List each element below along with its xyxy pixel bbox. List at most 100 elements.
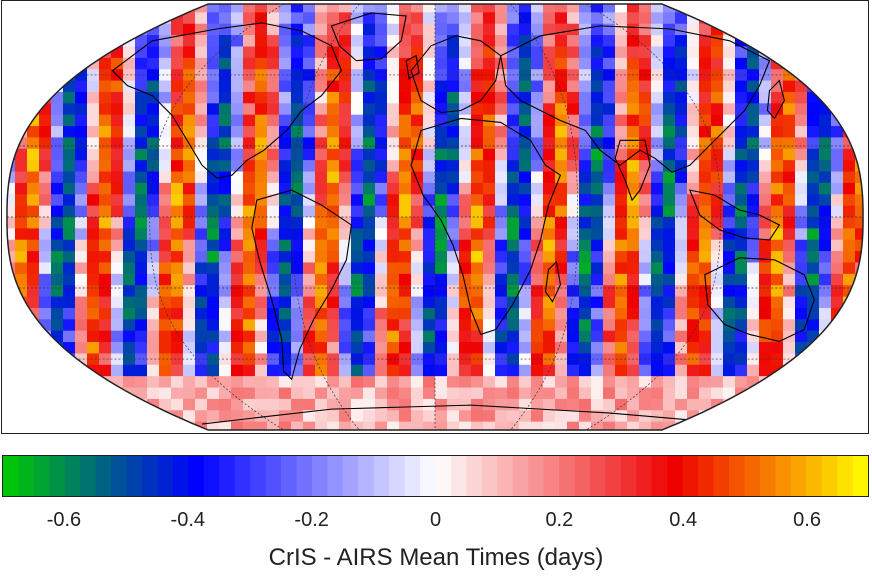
data-cell <box>327 160 340 173</box>
data-cell <box>830 137 844 150</box>
data-cell <box>398 364 412 377</box>
data-cell <box>6 251 16 263</box>
colorbar-bin <box>327 456 344 496</box>
data-cell <box>182 69 196 82</box>
data-cell <box>219 103 232 116</box>
data-cell <box>111 194 124 207</box>
data-cell <box>722 239 736 252</box>
data-cell <box>530 35 544 47</box>
data-cell <box>422 194 436 207</box>
data-cell <box>530 410 544 423</box>
colorbar-bin <box>64 456 81 496</box>
data-cell <box>746 319 760 332</box>
data-cell <box>735 251 748 263</box>
data-cell <box>687 205 700 218</box>
data-cell <box>231 23 244 36</box>
data-cell <box>339 228 352 241</box>
data-cell <box>50 182 64 195</box>
data-cell <box>411 114 424 127</box>
colorbar-tick-label: 0 <box>429 509 442 531</box>
data-cell <box>411 296 424 309</box>
data-cell <box>26 35 40 47</box>
data-cell <box>663 398 676 411</box>
data-cell <box>519 342 532 354</box>
data-cell <box>566 217 580 229</box>
data-cell <box>339 182 352 195</box>
data-cell <box>627 273 640 286</box>
data-cell <box>411 330 424 343</box>
data-cell <box>374 46 388 59</box>
data-cell <box>87 69 100 82</box>
data-cell <box>735 57 748 70</box>
data-cell <box>339 273 352 286</box>
data-cell <box>458 364 472 377</box>
data-cell <box>495 103 508 116</box>
data-cell <box>219 194 232 207</box>
data-cell <box>350 57 364 70</box>
meridian-line <box>149 3 284 431</box>
data-cell <box>519 23 532 36</box>
data-cell <box>158 205 172 218</box>
data-cell <box>26 57 40 70</box>
data-cell <box>303 182 316 195</box>
data-cell <box>698 126 712 138</box>
data-cell <box>26 137 40 150</box>
data-cell <box>87 262 100 275</box>
data-cell <box>15 364 28 377</box>
data-cell <box>422 46 436 59</box>
data-cell <box>219 421 232 431</box>
data-cell <box>374 80 388 93</box>
data-cell <box>830 296 844 309</box>
data-cell <box>543 205 556 218</box>
data-cell <box>843 114 856 127</box>
data-cell <box>50 262 64 275</box>
data-cell <box>147 330 160 343</box>
data-cell <box>687 364 700 377</box>
data-cell <box>219 137 232 150</box>
data-cell <box>506 342 520 354</box>
data-cell <box>579 364 592 377</box>
data-cell <box>327 330 340 343</box>
data-cell <box>627 217 640 229</box>
data-cell <box>663 182 676 195</box>
data-cell <box>123 296 136 309</box>
data-cell <box>74 46 88 59</box>
data-cell <box>771 137 784 150</box>
data-cell <box>411 398 424 411</box>
data-cell <box>50 171 64 184</box>
data-cell <box>651 330 664 343</box>
data-cell <box>242 228 256 241</box>
data-cell <box>98 80 112 93</box>
data-cell <box>6 91 16 104</box>
data-cell <box>759 421 772 431</box>
data-cell <box>627 23 640 36</box>
data-cell <box>314 398 328 411</box>
data-cell <box>87 126 100 138</box>
data-cell <box>590 319 604 332</box>
data-cell <box>398 387 412 400</box>
data-cell <box>374 296 388 309</box>
data-cell <box>182 103 196 116</box>
data-cell <box>15 171 28 184</box>
data-cell <box>795 330 808 343</box>
data-cell <box>39 353 52 366</box>
data-cell <box>147 114 160 127</box>
data-cell <box>327 3 340 13</box>
data-cell <box>458 285 472 298</box>
data-cell <box>26 12 40 25</box>
data-cell <box>471 217 484 229</box>
data-cell <box>746 330 760 343</box>
data-cell <box>590 296 604 309</box>
data-cell <box>206 330 220 343</box>
data-cell <box>266 148 280 161</box>
data-cell <box>242 421 256 431</box>
data-cell <box>674 239 688 252</box>
data-cell <box>231 342 244 354</box>
data-cell <box>231 103 244 116</box>
data-cell <box>195 69 208 82</box>
data-cell <box>314 137 328 150</box>
data-cell <box>771 114 784 127</box>
data-cell <box>687 12 700 25</box>
data-cell <box>219 410 232 423</box>
data-cell <box>698 35 712 47</box>
